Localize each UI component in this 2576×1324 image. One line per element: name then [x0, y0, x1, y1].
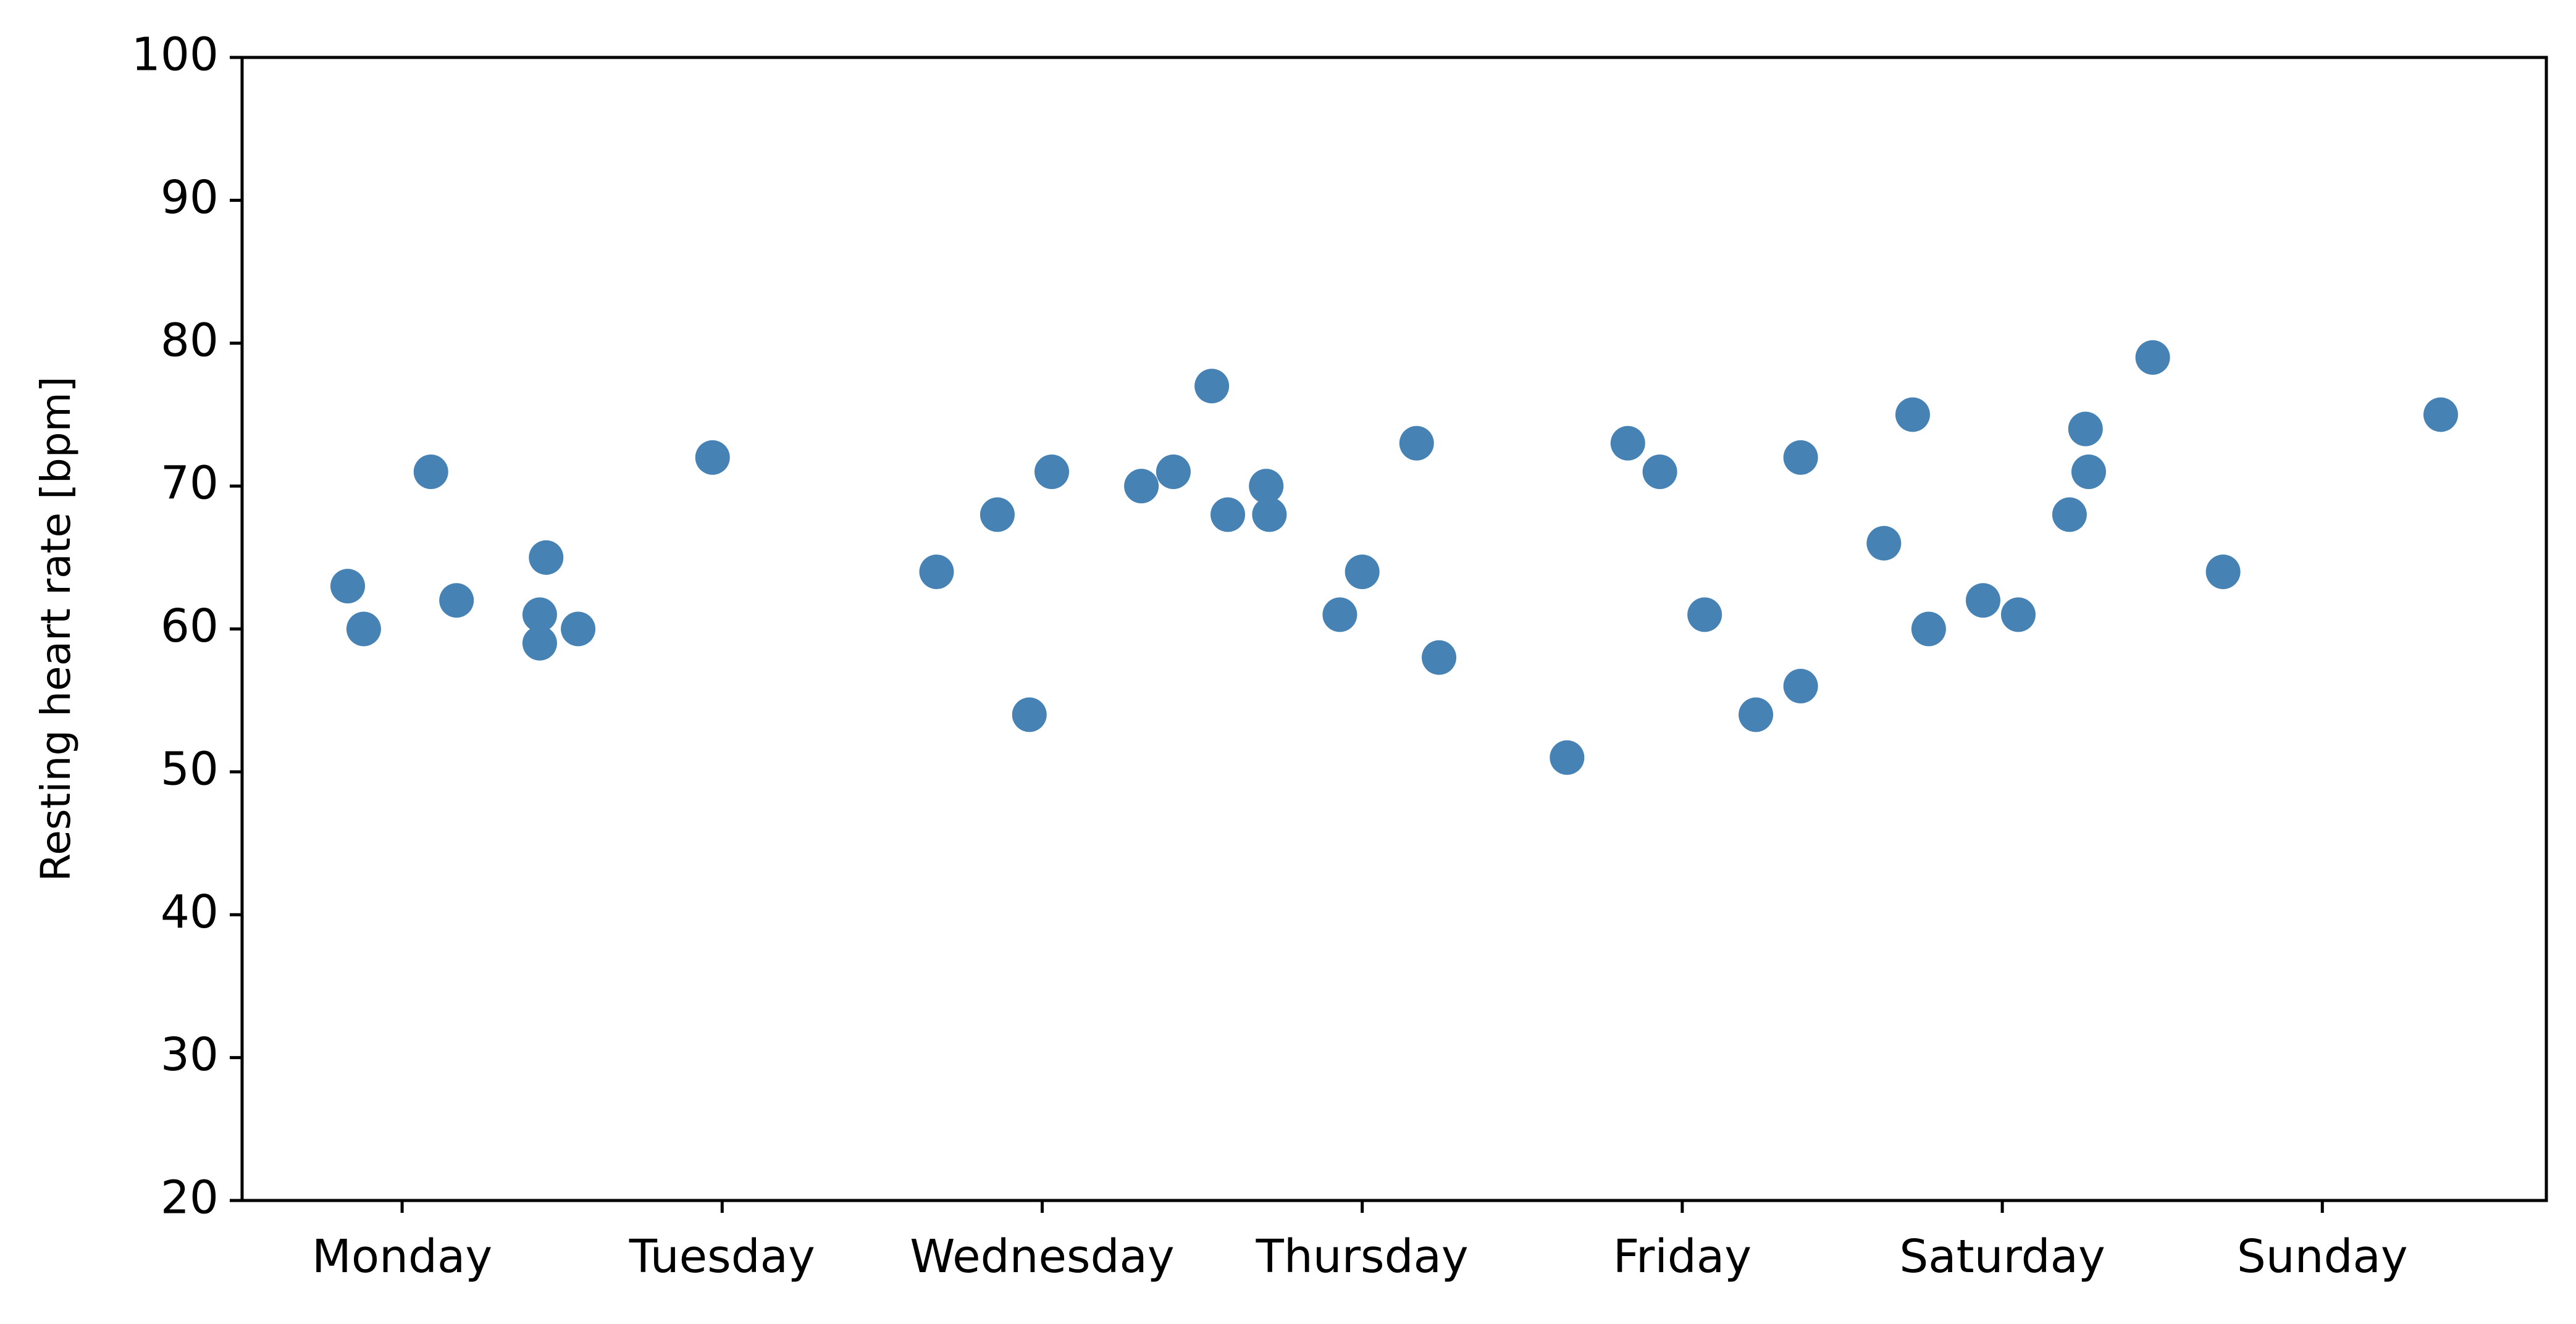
data-point-15 — [1156, 454, 1191, 489]
data-point-11 — [980, 497, 1015, 532]
y-tick-label-80: 80 — [161, 314, 219, 367]
data-point-40 — [2205, 554, 2241, 589]
data-point-25 — [1610, 425, 1645, 461]
data-point-41 — [2423, 397, 2458, 432]
data-point-1 — [330, 569, 366, 604]
data-point-3 — [413, 454, 448, 489]
data-point-23 — [1422, 640, 1457, 675]
data-point-2 — [346, 611, 381, 647]
y-tick-label-100: 100 — [132, 28, 219, 82]
data-point-14 — [1124, 469, 1159, 504]
data-points — [330, 340, 2458, 775]
data-point-12 — [1012, 697, 1047, 732]
y-tick-label-40: 40 — [161, 886, 219, 939]
data-point-34 — [1965, 583, 2000, 618]
y-tick-label-30: 30 — [161, 1028, 219, 1081]
data-point-13 — [1034, 454, 1070, 489]
data-point-17 — [1210, 497, 1246, 532]
data-point-20 — [1322, 597, 1357, 632]
data-point-31 — [1866, 526, 1902, 561]
data-point-18 — [1249, 469, 1284, 504]
y-tick-label-50: 50 — [161, 742, 219, 795]
y-tick-label-90: 90 — [161, 171, 219, 224]
data-point-6 — [522, 626, 557, 661]
y-tick-label-70: 70 — [161, 457, 219, 510]
data-point-37 — [2068, 411, 2103, 446]
x-tick-label-thursday: Thursday — [1256, 1230, 1469, 1283]
data-point-8 — [561, 611, 596, 647]
data-point-22 — [1399, 425, 1434, 461]
data-point-30 — [1783, 440, 1818, 475]
data-point-38 — [2071, 454, 2106, 489]
y-tick-label-60: 60 — [161, 600, 219, 653]
y-axis: 20 30 40 50 60 70 80 90 100 — [132, 28, 242, 1225]
data-point-27 — [1687, 597, 1722, 632]
data-point-36 — [2052, 497, 2087, 532]
data-point-7 — [529, 540, 564, 575]
data-point-28 — [1739, 697, 1774, 732]
data-point-21 — [1345, 554, 1380, 589]
x-tick-label-monday: Monday — [312, 1230, 492, 1283]
data-point-33 — [1911, 611, 1946, 647]
data-point-10 — [919, 554, 954, 589]
x-tick-label-sunday: Sunday — [2237, 1230, 2408, 1283]
y-axis-label: Resting heart rate [bpm] — [32, 376, 80, 881]
data-point-4 — [439, 583, 474, 618]
data-point-29 — [1783, 669, 1818, 704]
x-tick-label-wednesday: Wednesday — [910, 1230, 1174, 1283]
y-tick-label-20: 20 — [161, 1171, 219, 1225]
data-point-26 — [1642, 454, 1677, 489]
data-point-16 — [1194, 369, 1230, 404]
x-tick-label-tuesday: Tuesday — [629, 1230, 815, 1283]
x-axis: Monday Tuesday Wednesday Thursday Friday Satu… — [312, 1200, 2408, 1283]
data-point-9 — [695, 440, 730, 475]
data-point-35 — [2000, 597, 2036, 632]
x-tick-label-saturday: Saturday — [1899, 1230, 2105, 1283]
x-tick-label-friday: Friday — [1613, 1230, 1752, 1283]
data-point-5 — [522, 597, 557, 632]
data-point-32 — [1895, 397, 1930, 432]
data-point-39 — [2135, 340, 2170, 375]
data-point-24 — [1550, 740, 1585, 775]
data-point-19 — [1252, 497, 1287, 532]
